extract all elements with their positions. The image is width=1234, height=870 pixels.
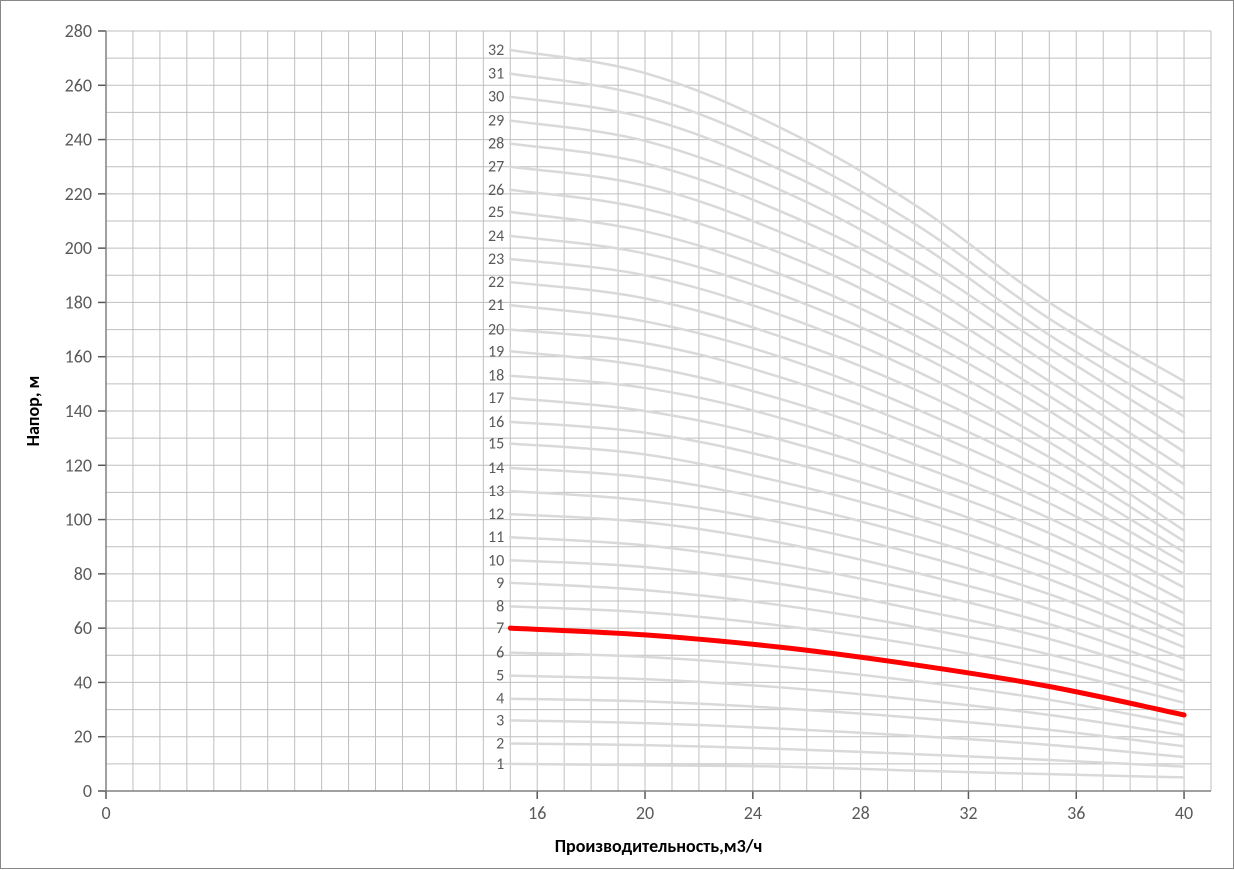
series-label: 16 <box>488 413 504 432</box>
series-label: 30 <box>488 88 504 107</box>
series-label: 24 <box>488 227 504 246</box>
x-tick-label: 28 <box>852 802 870 824</box>
series-label: 9 <box>496 574 504 593</box>
series-label: 15 <box>488 435 504 454</box>
series-label: 2 <box>496 735 504 754</box>
series-label: 8 <box>496 597 504 616</box>
x-tick-label: 0 <box>101 802 110 824</box>
series-label: 12 <box>488 505 504 524</box>
y-tick-label: 160 <box>65 346 92 368</box>
series-label: 27 <box>488 158 504 177</box>
y-tick-label: 100 <box>65 509 92 531</box>
series-label: 22 <box>488 273 504 292</box>
x-tick-label: 20 <box>636 802 654 824</box>
series-label: 1 <box>496 755 504 774</box>
series-label: 29 <box>488 112 504 131</box>
x-tick-label: 16 <box>528 802 546 824</box>
y-tick-label: 280 <box>65 20 92 42</box>
series-label: 21 <box>488 296 504 315</box>
series-label: 13 <box>488 482 504 501</box>
y-tick-label: 220 <box>65 183 92 205</box>
y-tick-label: 200 <box>65 237 92 259</box>
series-label: 20 <box>488 321 504 340</box>
series-label: 23 <box>488 250 504 269</box>
y-tick-label: 40 <box>74 671 92 693</box>
series-label: 5 <box>496 667 504 686</box>
series-label: 18 <box>488 367 504 386</box>
x-tick-label: 36 <box>1067 802 1085 824</box>
series-label: 19 <box>488 342 504 361</box>
y-tick-label: 240 <box>65 129 92 151</box>
y-tick-label: 140 <box>65 400 92 422</box>
series-label: 3 <box>496 711 504 730</box>
series-label: 28 <box>488 135 504 154</box>
y-tick-label: 0 <box>83 780 92 802</box>
y-tick-label: 20 <box>74 726 92 748</box>
series-label: 11 <box>488 528 504 547</box>
chart-frame: 1234567891011121314151617181920212223242… <box>0 0 1234 869</box>
series-label: 31 <box>488 65 504 84</box>
series-label: 25 <box>488 203 504 222</box>
series-label: 14 <box>488 459 504 478</box>
y-tick-label: 260 <box>65 74 92 96</box>
x-tick-label: 40 <box>1175 802 1193 824</box>
series-label: 6 <box>496 644 504 663</box>
series-label: 10 <box>488 551 504 570</box>
y-tick-label: 60 <box>74 617 92 639</box>
pump-curve-chart: 1234567891011121314151617181920212223242… <box>1 1 1234 870</box>
series-label: 17 <box>488 389 504 408</box>
y-tick-label: 180 <box>65 291 92 313</box>
series-label: 4 <box>496 690 504 709</box>
series-label: 7 <box>496 619 504 638</box>
series-label: 26 <box>488 181 504 200</box>
y-tick-label: 120 <box>65 454 92 476</box>
y-tick-label: 80 <box>74 563 92 585</box>
x-axis-title: Производительность,м3/ч <box>555 835 763 857</box>
series-label: 32 <box>488 41 504 60</box>
x-tick-label: 32 <box>959 802 977 824</box>
x-tick-label: 24 <box>744 802 762 824</box>
y-axis-title: Напор, м <box>22 376 44 447</box>
